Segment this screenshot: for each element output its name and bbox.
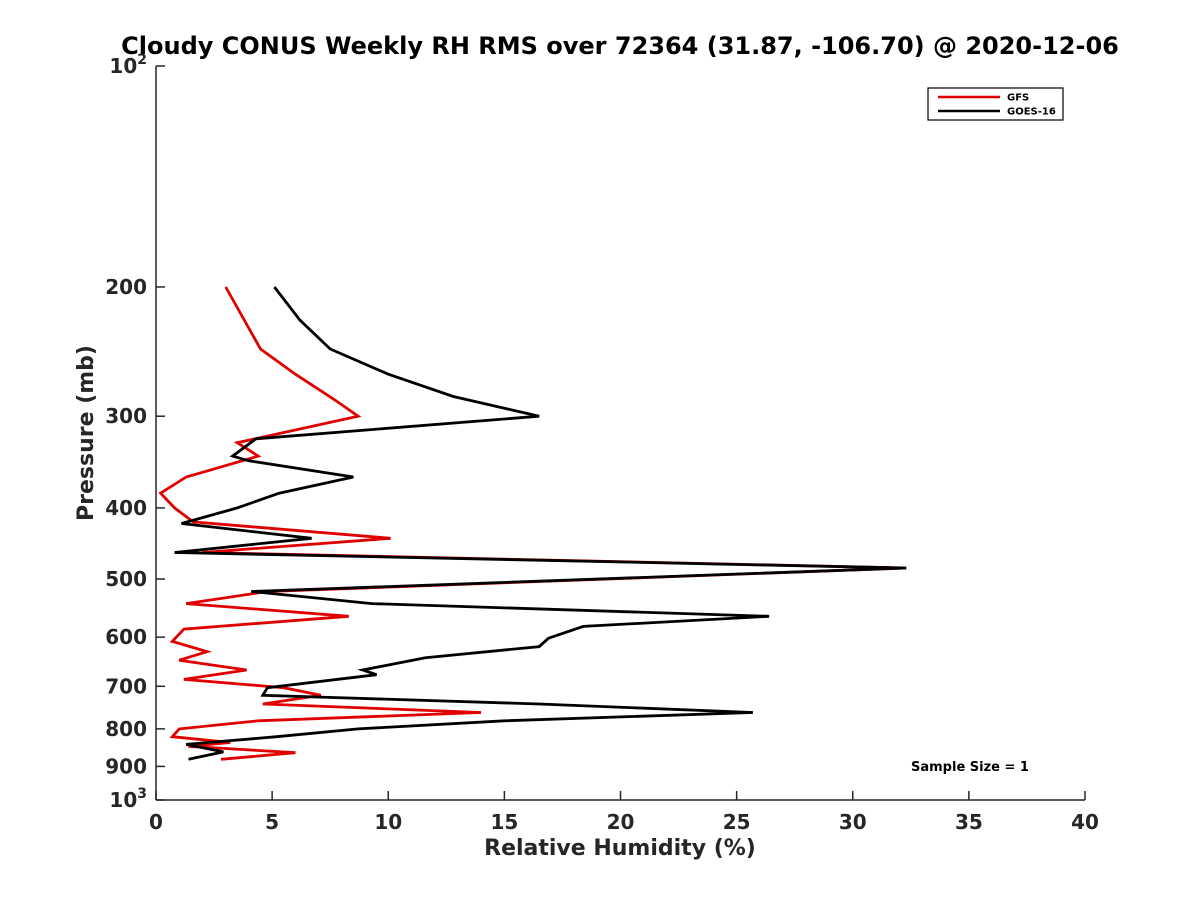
series-line-goes16 [174, 286, 907, 761]
x-tick-label: 20 [607, 810, 635, 834]
legend-label-goes16: GOES-16 [1007, 107, 1056, 118]
x-tick-label: 10 [374, 810, 402, 834]
legend-label-gfs: GFS [1007, 93, 1029, 104]
legend-box [927, 87, 1064, 121]
y-tick-label: 700 [105, 674, 147, 698]
y-axis-title: Pressure (mb) [74, 345, 99, 521]
y-tick-label: 500 [105, 567, 147, 591]
x-tick-label: 5 [265, 810, 279, 834]
y-tick-label: 400 [105, 496, 147, 520]
x-tick-label: 15 [490, 810, 518, 834]
legend: GFS GOES-16 [927, 87, 1064, 121]
x-axis-ticks: 0 5 10 15 20 25 30 35 40 [149, 791, 1099, 834]
sample-size-annotation: Sample Size = 1 [911, 760, 1029, 775]
y-tick-label: 600 [105, 625, 147, 649]
x-tick-label: 25 [723, 810, 751, 834]
x-tick-label: 30 [839, 810, 867, 834]
data-series [158, 286, 907, 761]
x-tick-label: 0 [149, 810, 163, 834]
y-tick-label: 800 [105, 717, 147, 741]
chart-title: Cloudy CONUS Weekly RH RMS over 72364 (3… [121, 32, 1119, 60]
y-tick-label: 900 [105, 754, 147, 778]
x-tick-label: 35 [955, 810, 983, 834]
x-axis-title: Relative Humidity (%) [484, 836, 756, 861]
y-tick-label: 200 [105, 275, 147, 299]
x-tick-label: 40 [1071, 810, 1099, 834]
y-tick-label: 102 [109, 52, 147, 78]
y-axis-ticks: 102 200 300 400 500 600 700 800 900 103 [105, 52, 165, 812]
series-line-gfs [158, 286, 907, 761]
y-tick-label: 103 [109, 786, 147, 812]
y-tick-label: 300 [105, 404, 147, 428]
